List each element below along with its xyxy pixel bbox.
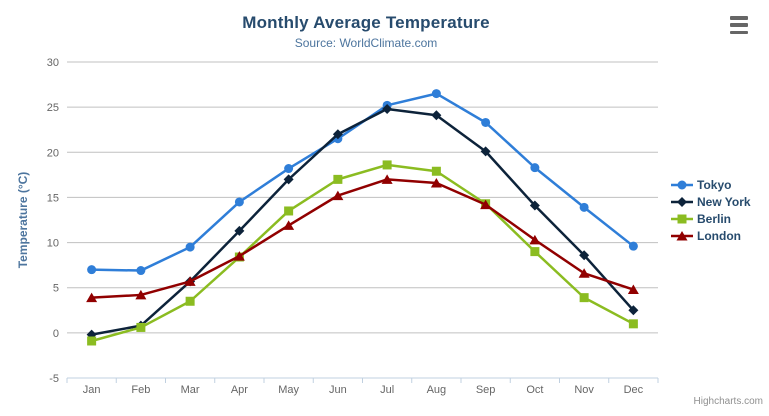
point-london-apr[interactable] xyxy=(233,251,245,261)
x-axis-label: May xyxy=(278,384,299,396)
menu-bar-icon xyxy=(730,23,748,27)
y-axis-label: 15 xyxy=(47,192,59,204)
legend-item-new-york[interactable]: New York xyxy=(671,193,751,210)
legend-label: Tokyo xyxy=(697,177,732,192)
point-berlin-aug[interactable] xyxy=(431,166,441,176)
legend-item-london[interactable]: London xyxy=(671,227,751,244)
point-berlin-jan[interactable] xyxy=(87,336,97,346)
point-berlin-dec[interactable] xyxy=(628,319,638,329)
point-london-feb[interactable] xyxy=(135,289,147,300)
x-axis-label: Nov xyxy=(574,384,594,396)
context-menu-button[interactable] xyxy=(730,16,748,34)
point-london-jan[interactable] xyxy=(86,292,98,303)
menu-bar-icon xyxy=(730,16,748,20)
point-new-york-jun[interactable] xyxy=(332,129,343,140)
legend-marker-london-icon xyxy=(671,230,693,240)
point-london-sep[interactable] xyxy=(480,199,492,210)
legend-label: London xyxy=(697,228,741,243)
point-london-dec[interactable] xyxy=(627,284,639,295)
point-new-york-sep[interactable] xyxy=(480,146,491,157)
legend-marker-new-york-icon xyxy=(671,196,693,207)
x-axis-label: Jul xyxy=(380,384,394,396)
y-axis-label: 10 xyxy=(47,238,59,250)
point-london-may[interactable] xyxy=(283,220,295,230)
point-tokyo-may[interactable] xyxy=(284,164,294,174)
point-tokyo-sep[interactable] xyxy=(481,117,491,127)
point-new-york-nov[interactable] xyxy=(579,250,590,261)
y-axis-label: -5 xyxy=(49,373,59,385)
x-axis-label: Jan xyxy=(83,384,101,396)
x-axis-label: Mar xyxy=(181,384,200,396)
point-new-york-apr[interactable] xyxy=(234,225,245,236)
x-axis-label: Dec xyxy=(624,384,644,396)
credits-link[interactable]: Highcharts.com xyxy=(693,396,763,407)
x-axis-label: Sep xyxy=(476,384,496,396)
series-line-london xyxy=(90,178,635,299)
legend-label: New York xyxy=(697,194,751,209)
series-line-berlin xyxy=(90,163,635,343)
legend: Tokyo New York Berlin London xyxy=(671,176,751,244)
point-berlin-may[interactable] xyxy=(284,206,294,216)
point-berlin-mar[interactable] xyxy=(185,296,195,306)
x-axis-label: Feb xyxy=(131,384,150,396)
legend-label: Berlin xyxy=(697,211,732,226)
point-new-york-oct[interactable] xyxy=(529,200,540,211)
legend-item-berlin[interactable]: Berlin xyxy=(671,210,751,227)
point-berlin-feb[interactable] xyxy=(136,322,146,332)
point-tokyo-nov[interactable] xyxy=(579,202,589,212)
menu-bar-icon xyxy=(730,30,748,34)
x-axis-label: Apr xyxy=(231,384,248,396)
chart-subtitle: Source: WorldClimate.com xyxy=(294,36,438,50)
chart-title: Monthly Average Temperature xyxy=(242,13,490,32)
legend-item-tokyo[interactable]: Tokyo xyxy=(671,176,751,193)
y-axis-label: 0 xyxy=(53,328,59,340)
point-berlin-oct[interactable] xyxy=(530,247,540,257)
y-axis-label: 5 xyxy=(53,283,59,295)
point-tokyo-jan[interactable] xyxy=(87,265,97,275)
series-line-tokyo xyxy=(90,92,635,272)
x-axis-label: Oct xyxy=(526,384,543,396)
point-tokyo-mar[interactable] xyxy=(185,242,195,252)
y-axis-label: 25 xyxy=(47,102,59,114)
point-new-york-dec[interactable] xyxy=(628,305,639,316)
point-new-york-jul[interactable] xyxy=(382,103,393,114)
y-axis-label: 20 xyxy=(47,147,59,159)
point-berlin-nov[interactable] xyxy=(579,293,589,303)
y-axis-title: Temperature (°C) xyxy=(16,172,30,269)
x-axis-label: Jun xyxy=(329,384,347,396)
point-tokyo-dec[interactable] xyxy=(628,241,638,251)
point-berlin-jun[interactable] xyxy=(333,174,343,184)
point-new-york-may[interactable] xyxy=(283,174,294,185)
legend-marker-tokyo-icon xyxy=(671,180,693,189)
point-tokyo-apr[interactable] xyxy=(234,197,244,207)
point-berlin-jul[interactable] xyxy=(382,160,392,170)
point-tokyo-feb[interactable] xyxy=(136,266,146,276)
point-london-oct[interactable] xyxy=(529,234,541,245)
point-london-jul[interactable] xyxy=(381,174,393,184)
series-line-new-york xyxy=(90,107,635,336)
point-london-mar[interactable] xyxy=(184,276,196,286)
point-london-aug[interactable] xyxy=(430,177,442,188)
point-london-nov[interactable] xyxy=(578,268,590,278)
point-tokyo-aug[interactable] xyxy=(431,89,441,99)
point-new-york-aug[interactable] xyxy=(431,110,442,121)
x-axis-label: Aug xyxy=(427,384,447,396)
point-tokyo-oct[interactable] xyxy=(530,163,540,173)
point-london-jun[interactable] xyxy=(332,190,344,201)
legend-marker-berlin-icon xyxy=(671,214,693,223)
y-axis-label: 30 xyxy=(47,57,59,69)
